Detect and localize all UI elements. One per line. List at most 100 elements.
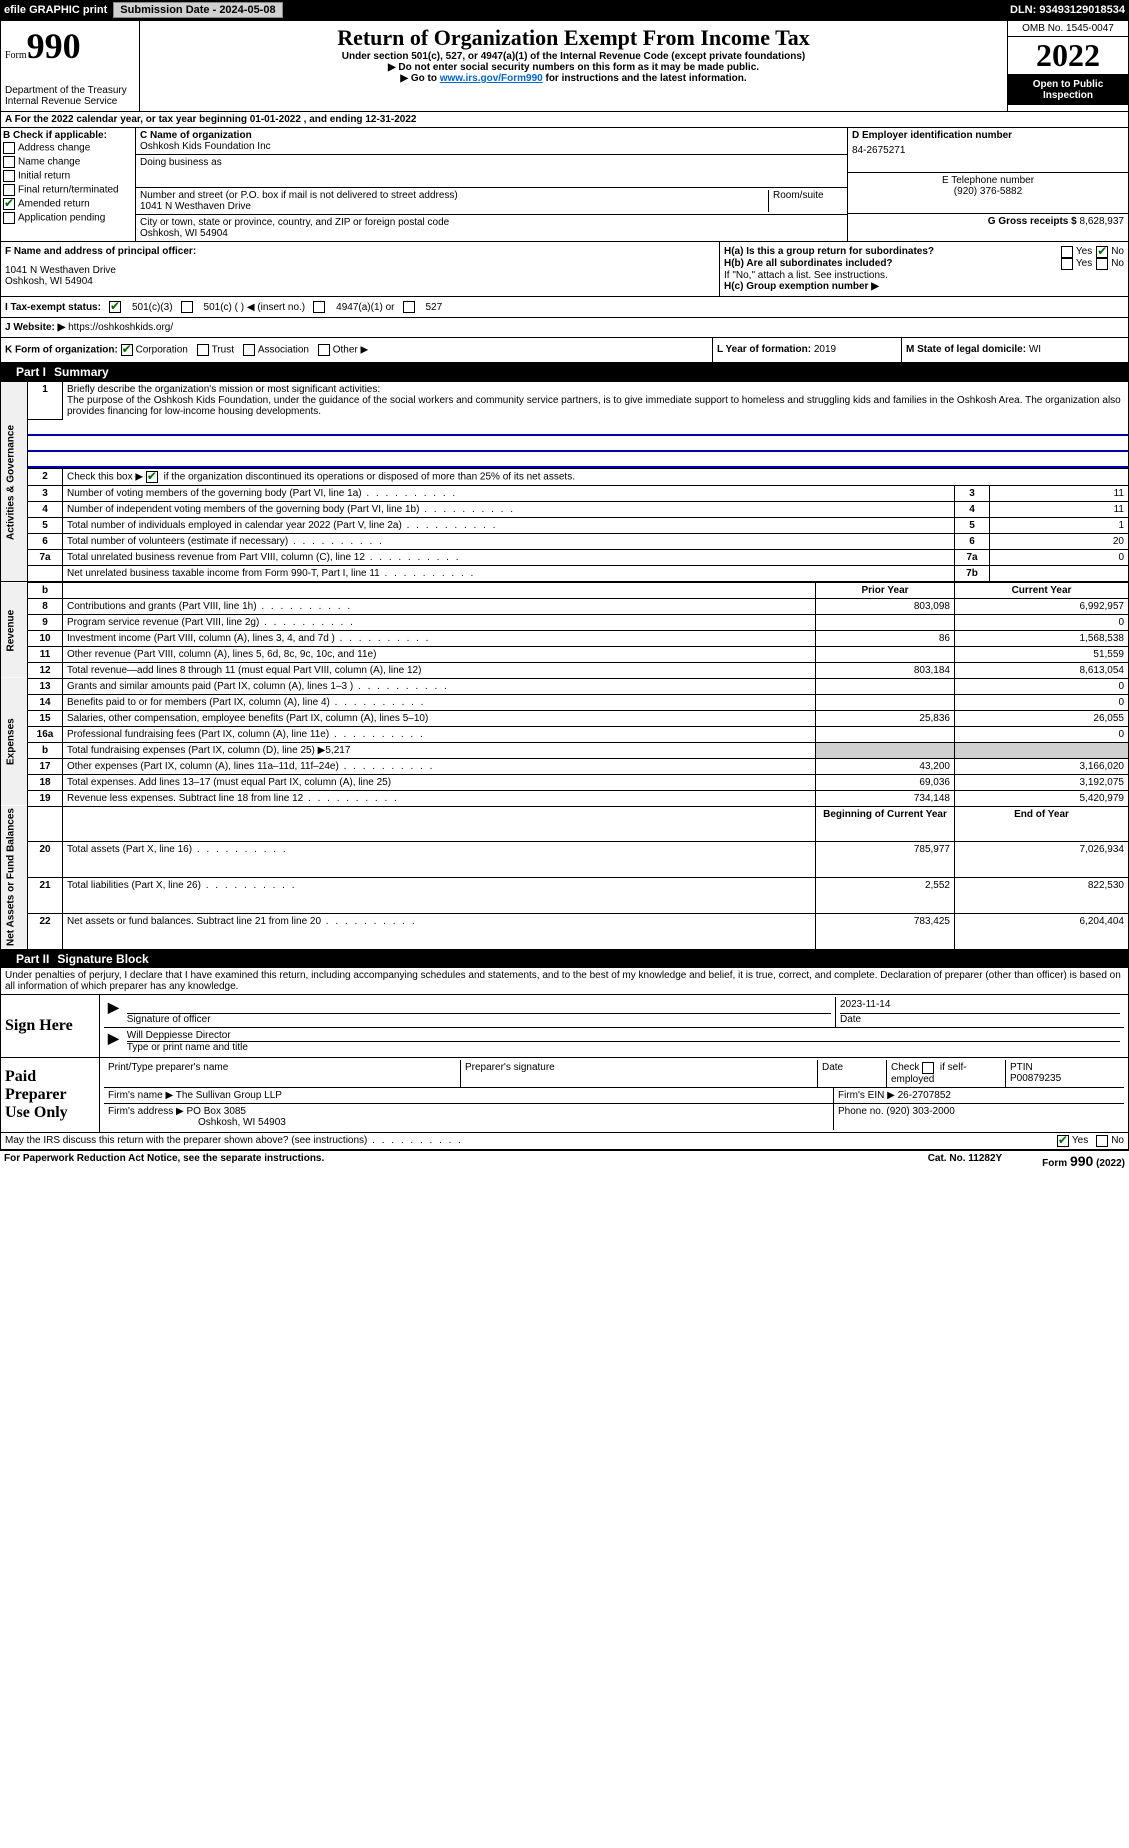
may-irs-yes[interactable] [1057, 1135, 1069, 1147]
dept-label: Department of the Treasury Internal Reve… [5, 85, 135, 107]
may-irs-no[interactable] [1096, 1135, 1108, 1147]
form-subtitle3: ▶ Go to www.irs.gov/Form990 for instruct… [144, 73, 1003, 84]
mission-text: The purpose of the Oshkosh Kids Foundati… [67, 395, 1121, 417]
part1-table: Activities & Governance 1 Briefly descri… [0, 381, 1129, 950]
e-label: E Telephone number [852, 175, 1124, 186]
check-501c[interactable] [181, 301, 193, 313]
check-corp[interactable] [121, 344, 133, 356]
form-header-center: Return of Organization Exempt From Incom… [140, 21, 1007, 111]
firm-addr1: PO Box 3085 [187, 1106, 246, 1117]
ha-no[interactable] [1096, 246, 1108, 258]
net-row-21: 21Total liabilities (Part X, line 26)2,5… [1, 878, 1129, 914]
rev-row-9: 9Program service revenue (Part VIII, lin… [1, 614, 1129, 630]
exp-row-19: 19Revenue less expenses. Subtract line 1… [1, 790, 1129, 806]
check-501c3[interactable] [109, 301, 121, 313]
footer-cat: Cat. No. 11282Y [928, 1153, 1002, 1169]
col-begin: Beginning of Current Year [816, 806, 955, 842]
gov-5-text: Total number of individuals employed in … [67, 520, 497, 531]
hb-no[interactable] [1096, 258, 1108, 270]
check-527[interactable] [403, 301, 415, 313]
exp-19-c: 5,420,979 [955, 790, 1129, 806]
gov-7b-text: Net unrelated business taxable income fr… [67, 568, 475, 579]
irs-link[interactable]: www.irs.gov/Form990 [440, 73, 543, 84]
top-bar: efile GRAPHIC print Submission Date - 20… [0, 0, 1129, 20]
net-21-p: 2,552 [816, 878, 955, 914]
k-label: K Form of organization: [5, 345, 118, 356]
check-4947[interactable] [313, 301, 325, 313]
c-name: Oshkosh Kids Foundation Inc [140, 141, 843, 152]
gov-row-5: 5 Total number of individuals employed in… [1, 517, 1129, 533]
exp-17-c: 3,166,020 [955, 758, 1129, 774]
gov-7b-val [990, 565, 1129, 582]
net-21-text: Total liabilities (Part X, line 26) [67, 880, 297, 891]
net-21-c: 822,530 [955, 878, 1129, 914]
exp-16b-text: Total fundraising expenses (Part IX, col… [67, 745, 350, 756]
submission-date-button[interactable]: Submission Date - 2024-05-08 [113, 2, 282, 18]
form-title: Return of Organization Exempt From Incom… [144, 25, 1003, 51]
col-b-checks: B Check if applicable: Address change Na… [1, 128, 136, 241]
hb-no-label: No [1111, 258, 1124, 270]
form-number: 990 [27, 26, 81, 66]
firm-addr2: Oshkosh, WI 54903 [198, 1117, 286, 1128]
part1-title: Summary [54, 365, 109, 379]
street-value: 1041 N Westhaven Drive [140, 201, 764, 212]
j-url[interactable]: https://oshkoshkids.org/ [68, 322, 173, 333]
exp-18-p: 69,036 [816, 774, 955, 790]
ha-no-label: No [1111, 246, 1124, 258]
gov-4-box: 4 [955, 501, 990, 517]
form-subtitle2: ▶ Do not enter social security numbers o… [144, 62, 1003, 73]
firm-phone: (920) 303-2000 [886, 1106, 954, 1117]
check-q2[interactable] [146, 471, 158, 483]
may-irs-text: May the IRS discuss this return with the… [5, 1135, 463, 1146]
form-header-right: OMB No. 1545-0047 2022 Open to Public In… [1007, 21, 1128, 111]
form-word: Form [5, 50, 27, 61]
exp-row-16b: bTotal fundraising expenses (Part IX, co… [1, 742, 1129, 758]
rev-12-p: 803,184 [816, 662, 955, 678]
rev-row-11: 11Other revenue (Part VIII, column (A), … [1, 646, 1129, 662]
exp-15-text: Salaries, other compensation, employee b… [67, 713, 428, 724]
g-label: G Gross receipts $ [988, 216, 1077, 227]
gov-5-box: 5 [955, 517, 990, 533]
gov-4-text: Number of independent voting members of … [67, 504, 515, 515]
opt-4947: 4947(a)(1) or [336, 302, 394, 313]
check-name[interactable] [3, 156, 15, 168]
exp-14-p [816, 694, 955, 710]
pp-self-employed-check[interactable] [922, 1062, 934, 1074]
pp-check-label: Check if self-employed [891, 1062, 967, 1084]
e-phone: (920) 376-5882 [852, 186, 1124, 197]
hc-label: H(c) Group exemption number ▶ [724, 281, 1124, 292]
hb-yes[interactable] [1061, 258, 1073, 270]
pp-date-label: Date [818, 1060, 887, 1087]
efile-label: efile GRAPHIC print [4, 4, 107, 16]
arrow-icon: ▶ [104, 997, 123, 1027]
check-address[interactable] [3, 142, 15, 154]
paid-prep-label: Paid Preparer Use Only [1, 1058, 100, 1132]
rev-8-c: 6,992,957 [955, 598, 1129, 614]
hb-label: H(b) Are all subordinates included? [724, 258, 893, 269]
ha-yes[interactable] [1061, 246, 1073, 258]
gov-3-val: 11 [990, 485, 1129, 501]
sign-here-label: Sign Here [1, 995, 100, 1057]
section-ij: I Tax-exempt status: 501(c)(3) 501(c) ( … [0, 297, 1129, 318]
side-netassets: Net Assets or Fund Balances [1, 806, 28, 949]
rev-12-c: 8,613,054 [955, 662, 1129, 678]
hb-yes-label: Yes [1076, 258, 1092, 270]
check-trust[interactable] [197, 344, 209, 356]
m-val: WI [1029, 344, 1041, 355]
rev-10-c: 1,568,538 [955, 630, 1129, 646]
exp-row-16a: 16aProfessional fundraising fees (Part I… [1, 726, 1129, 742]
sig-name-label: Type or print name and title [127, 1042, 1120, 1053]
opt-501c3: 501(c)(3) [132, 302, 173, 313]
opt-527: 527 [426, 302, 443, 313]
check-initial[interactable] [3, 170, 15, 182]
check-other[interactable] [318, 344, 330, 356]
exp-19-p: 734,148 [816, 790, 955, 806]
check-assoc[interactable] [243, 344, 255, 356]
check-amended[interactable] [3, 198, 15, 210]
gov-7a-val: 0 [990, 549, 1129, 565]
firm-ein-label: Firm's EIN ▶ [838, 1090, 895, 1101]
footer: For Paperwork Reduction Act Notice, see … [0, 1150, 1129, 1171]
ha-label: H(a) Is this a group return for subordin… [724, 246, 934, 257]
check-final[interactable] [3, 184, 15, 196]
check-pending[interactable] [3, 212, 15, 224]
